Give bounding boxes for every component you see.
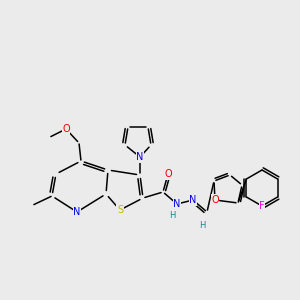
Text: N: N (73, 207, 81, 217)
Text: O: O (62, 124, 70, 134)
Text: H: H (199, 220, 205, 230)
Text: N: N (189, 195, 197, 205)
Text: N: N (173, 199, 181, 209)
Text: O: O (211, 195, 219, 205)
Text: H: H (169, 212, 175, 220)
Text: O: O (164, 169, 172, 179)
Text: N: N (136, 152, 144, 162)
Text: F: F (259, 201, 265, 211)
Text: S: S (117, 205, 123, 215)
